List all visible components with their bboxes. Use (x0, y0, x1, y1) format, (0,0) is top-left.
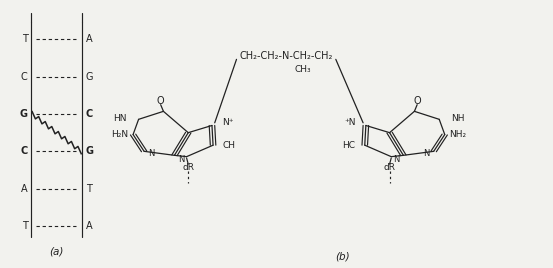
Text: T: T (22, 34, 28, 44)
Text: G: G (20, 109, 28, 119)
Text: CH₃: CH₃ (294, 65, 311, 74)
Text: N: N (423, 149, 430, 158)
Text: G: G (86, 146, 93, 156)
Text: NH: NH (451, 114, 465, 122)
Text: A: A (86, 221, 92, 231)
Text: N: N (178, 155, 184, 164)
Text: C: C (21, 72, 28, 82)
Text: G: G (86, 72, 93, 82)
Text: T: T (86, 184, 91, 194)
Text: A: A (86, 34, 92, 44)
Text: HN: HN (113, 114, 127, 122)
Text: O: O (157, 96, 164, 106)
Text: A: A (21, 184, 28, 194)
Text: (a): (a) (50, 246, 64, 256)
Text: CH: CH (223, 141, 236, 150)
Text: C: C (20, 146, 28, 156)
Text: N: N (394, 155, 400, 164)
Text: H₂N: H₂N (112, 130, 129, 139)
Text: CH₂-CH₂-N-CH₂-CH₂: CH₂-CH₂-N-CH₂-CH₂ (239, 51, 333, 61)
Text: C: C (86, 109, 93, 119)
Text: (b): (b) (335, 252, 350, 262)
Text: T: T (22, 221, 28, 231)
Text: dR: dR (384, 163, 395, 172)
Text: dR: dR (182, 163, 194, 172)
Text: N: N (148, 149, 155, 158)
Text: NH₂: NH₂ (449, 130, 466, 139)
Text: HC: HC (342, 141, 355, 150)
Text: N⁺: N⁺ (222, 118, 233, 127)
Text: O: O (413, 96, 421, 106)
Text: ⁺N: ⁺N (345, 118, 356, 127)
